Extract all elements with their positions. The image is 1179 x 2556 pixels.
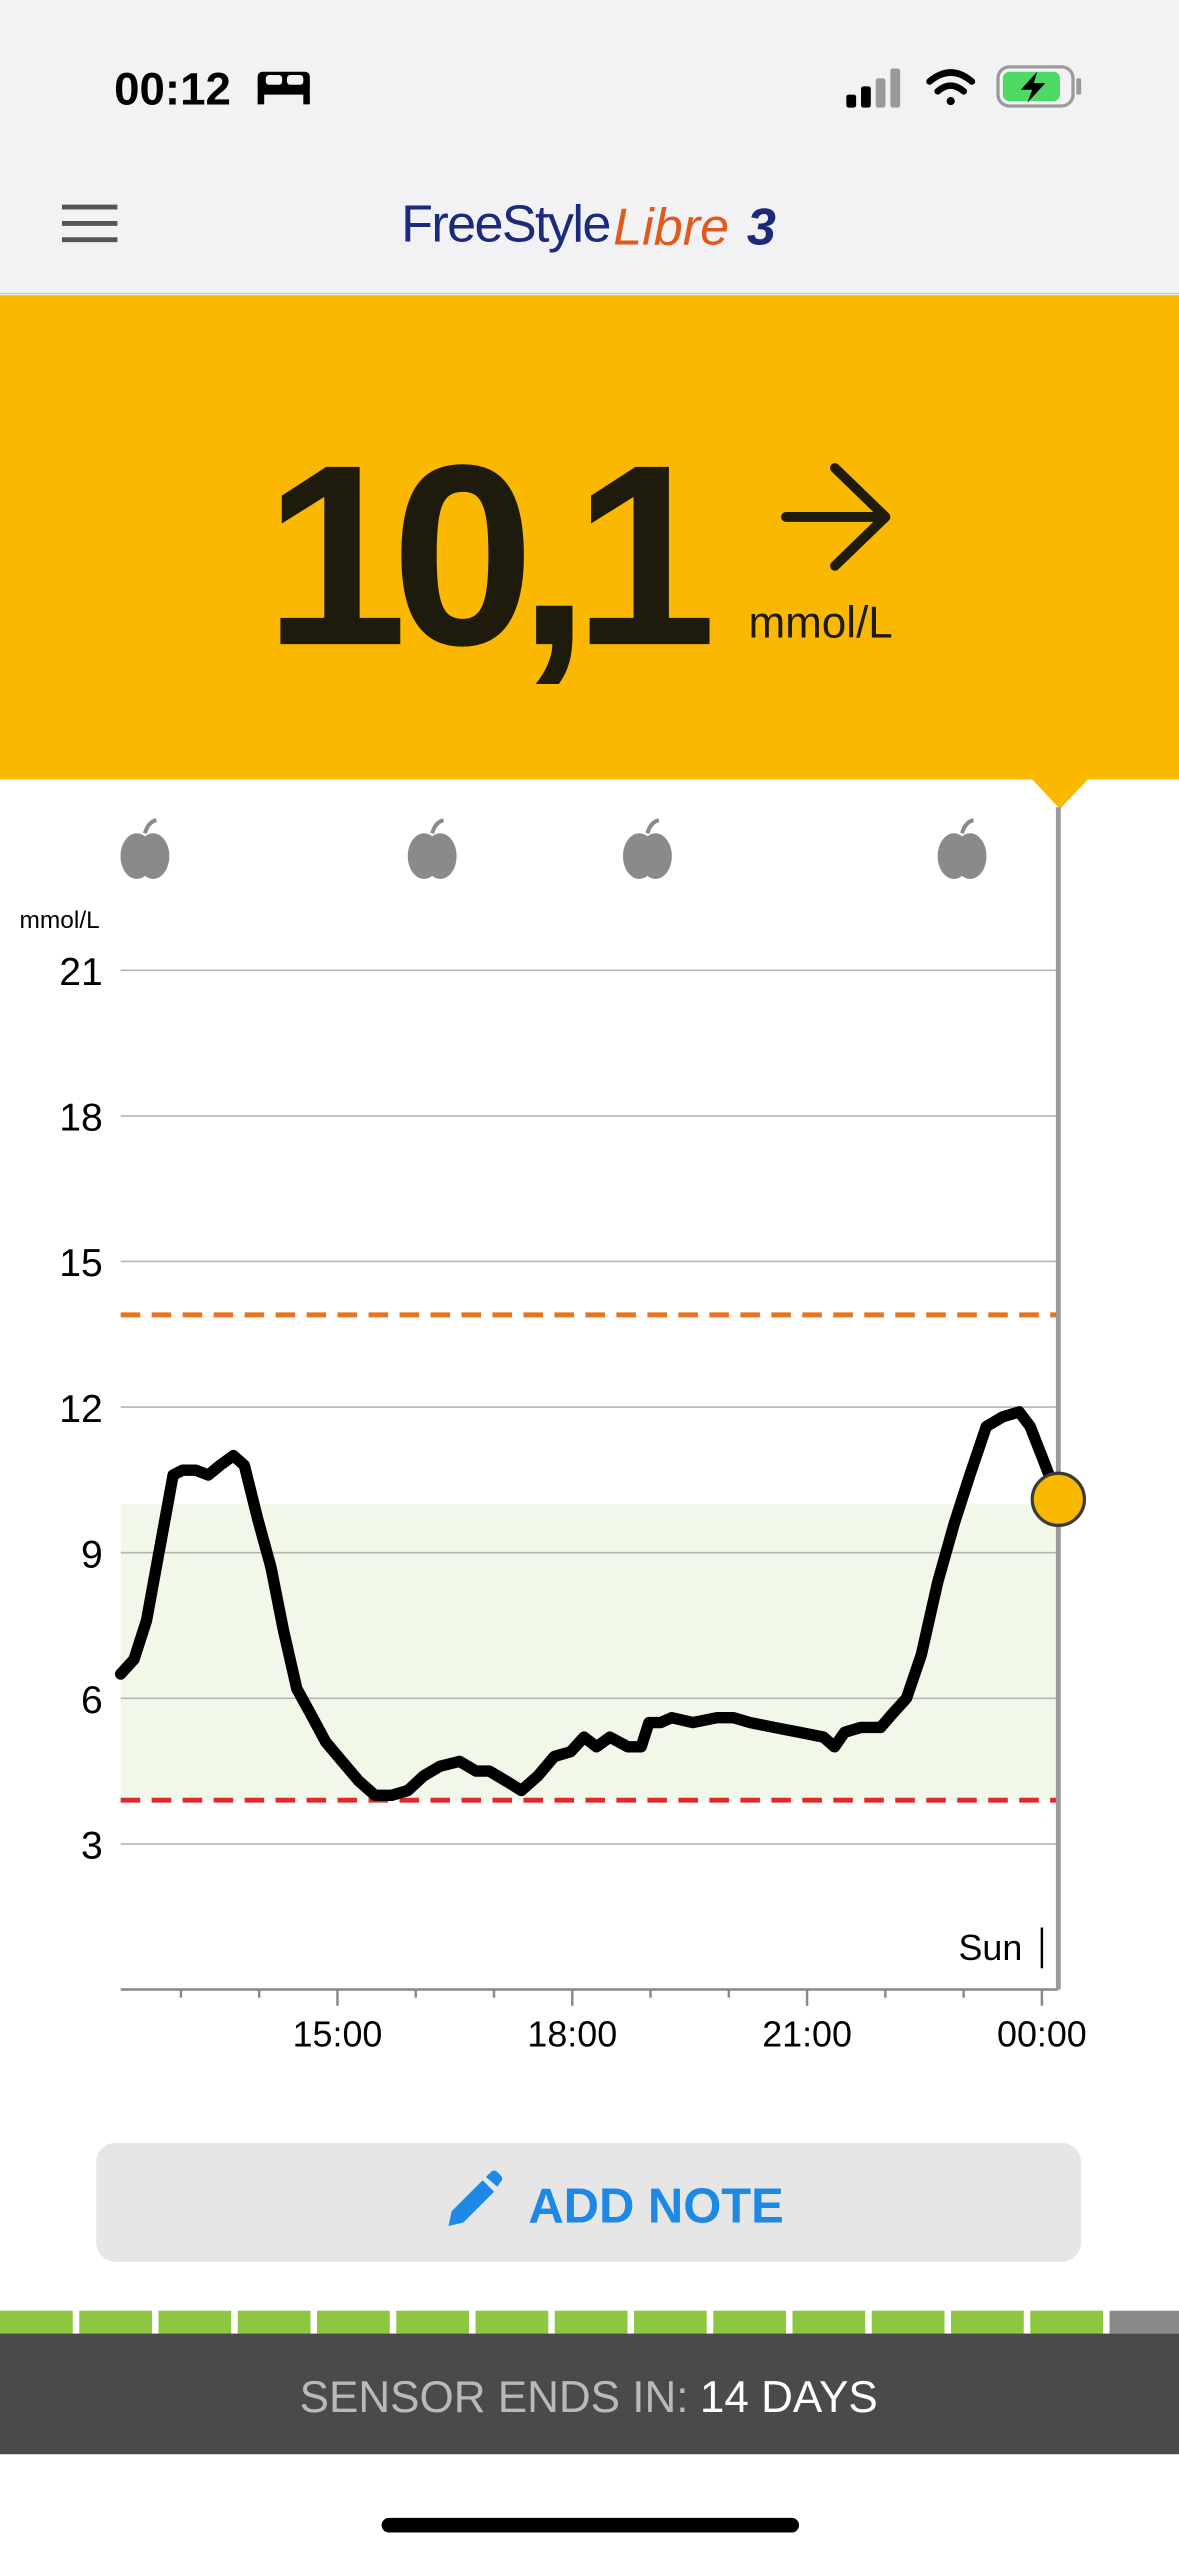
y-tick-label: 18 — [59, 1097, 103, 1140]
sensor-label: SENSOR ENDS IN: — [300, 2373, 689, 2422]
progress-segment — [0, 2310, 73, 2334]
x-tick-label: 15:00 — [293, 2015, 383, 2055]
progress-segment — [79, 2310, 152, 2334]
logo-brand: FreeStyle — [401, 195, 610, 253]
day-label: Sun — [959, 1928, 1023, 1968]
progress-segment — [475, 2310, 549, 2334]
apple-right — [424, 833, 457, 879]
meal-note — [622, 818, 672, 879]
logo-product: Libre — [613, 199, 729, 257]
progress-segment — [634, 2310, 707, 2334]
home-indicator — [381, 2517, 800, 2533]
menu-button[interactable] — [61, 204, 118, 243]
reading-unit: mmol/L — [748, 599, 892, 648]
reading-banner — [0, 295, 1179, 780]
apple-leaf — [960, 818, 975, 834]
sensor-value: 14 DAYS — [700, 2373, 878, 2422]
button-background — [96, 2142, 1082, 2262]
y-tick-label: 9 — [81, 1533, 103, 1576]
status-time: 00:12 — [114, 63, 231, 114]
add-note-label: ADD NOTE — [528, 2180, 783, 2234]
y-axis-label: mmol/L — [20, 907, 100, 934]
apple-right — [953, 833, 987, 879]
wifi-icon — [926, 69, 976, 106]
top-bar — [0, 0, 1179, 294]
y-tick-label: 6 — [81, 1679, 103, 1722]
progress-segment — [1030, 2310, 1104, 2334]
apple-leaf — [142, 818, 157, 834]
meal-note — [407, 818, 457, 879]
trend-arrow — [781, 463, 891, 571]
x-tick-label: 18:00 — [527, 2015, 617, 2055]
x-tick-label: 21:00 — [762, 2015, 852, 2055]
x-tick-label: 00:00 — [997, 2015, 1087, 2055]
apple-leaf — [430, 818, 445, 834]
pencil-icon — [448, 2170, 503, 2226]
progress-segment — [158, 2310, 232, 2334]
progress-segment — [951, 2310, 1024, 2334]
sensor-text: SENSOR ENDS IN: 14 DAYS — [300, 2373, 878, 2422]
meal-note — [120, 818, 170, 879]
y-tick-label: 21 — [59, 951, 103, 994]
progress-segment — [554, 2310, 628, 2334]
y-tick-label: 3 — [81, 1825, 103, 1868]
apple-leaf — [645, 818, 660, 834]
sensor-progress — [0, 2310, 1179, 2334]
y-tick-label: 12 — [59, 1388, 103, 1431]
meal-note — [937, 818, 987, 879]
banner-pointer — [1030, 777, 1090, 809]
bed-icon — [257, 71, 310, 105]
apple-right — [639, 833, 672, 879]
progress-segment — [713, 2310, 786, 2334]
battery-icon — [996, 65, 1082, 108]
glucose-line — [114, 1406, 1065, 1802]
progress-segment — [317, 2310, 390, 2334]
glucose-chart: 3 6 9 12 15 18 21 15:00 18:00 21:00 00:00 Sun — [59, 807, 1087, 2055]
signal-icon — [846, 68, 901, 108]
apple-right — [136, 833, 170, 879]
progress-segment — [871, 2310, 945, 2334]
current-marker — [1030, 1471, 1087, 1528]
logo-version: 3 — [747, 199, 776, 257]
sensor-bar — [0, 2333, 1179, 2455]
progress-segment — [396, 2310, 469, 2334]
progress-segment — [1109, 2310, 1179, 2334]
progress-segment — [792, 2310, 866, 2334]
add-note-button[interactable]: ADD NOTE — [96, 2142, 1082, 2262]
reading-value: 10,1 — [264, 411, 710, 699]
y-tick-label: 15 — [59, 1242, 103, 1285]
progress-segment — [237, 2310, 311, 2334]
